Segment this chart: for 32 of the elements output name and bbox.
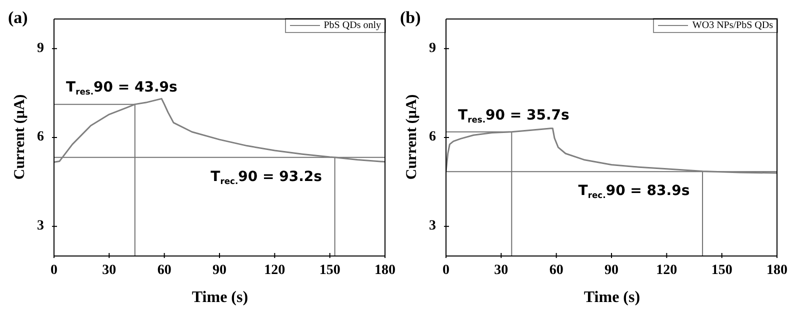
x-tick-label: 180 xyxy=(766,263,788,278)
legend-label: WO3 NPs/PbS QDs xyxy=(692,20,773,31)
y-tick-label: 6 xyxy=(429,130,436,145)
y-tick-label: 9 xyxy=(37,40,44,56)
x-axis-title: Time (s) xyxy=(584,289,640,306)
x-tick-label: 0 xyxy=(442,263,450,278)
x-tick-label: 90 xyxy=(604,263,618,278)
x-tick-label: 120 xyxy=(656,263,678,278)
x-tick-label: 30 xyxy=(102,263,116,278)
x-tick-label: 60 xyxy=(549,263,564,278)
annotation: T$_{rec.}$90 = 93.2s xyxy=(210,168,322,186)
x-tick-label: 120 xyxy=(264,263,286,278)
y-axis-title: Current (μA) xyxy=(12,94,28,180)
x-tick-label: 90 xyxy=(212,263,226,278)
x-tick-label: 180 xyxy=(374,263,396,278)
x-tick-label: 150 xyxy=(319,263,340,278)
y-axis-title: Current (μA) xyxy=(404,94,420,180)
annotation: T$_{rec.}$90 = 83.9s xyxy=(578,183,690,201)
x-tick-label: 0 xyxy=(50,263,58,278)
x-axis-title: Time (s) xyxy=(192,289,248,306)
y-tick-label: 3 xyxy=(429,218,436,234)
legend-label: PbS QDs only xyxy=(324,20,381,31)
chart-title: (b) xyxy=(400,8,421,28)
y-tick-label: 9 xyxy=(429,40,436,56)
x-tick-label: 150 xyxy=(711,263,732,278)
annotation: T$_{res.}$90 = 43.9s xyxy=(66,80,178,97)
chart-title: (a) xyxy=(8,8,28,28)
annotation: T$_{res.}$90 = 35.7s xyxy=(458,107,570,125)
x-tick-label: 30 xyxy=(494,263,508,278)
x-tick-label: 60 xyxy=(157,263,172,278)
y-tick-label: 3 xyxy=(37,218,44,234)
y-tick-label: 6 xyxy=(37,130,44,145)
